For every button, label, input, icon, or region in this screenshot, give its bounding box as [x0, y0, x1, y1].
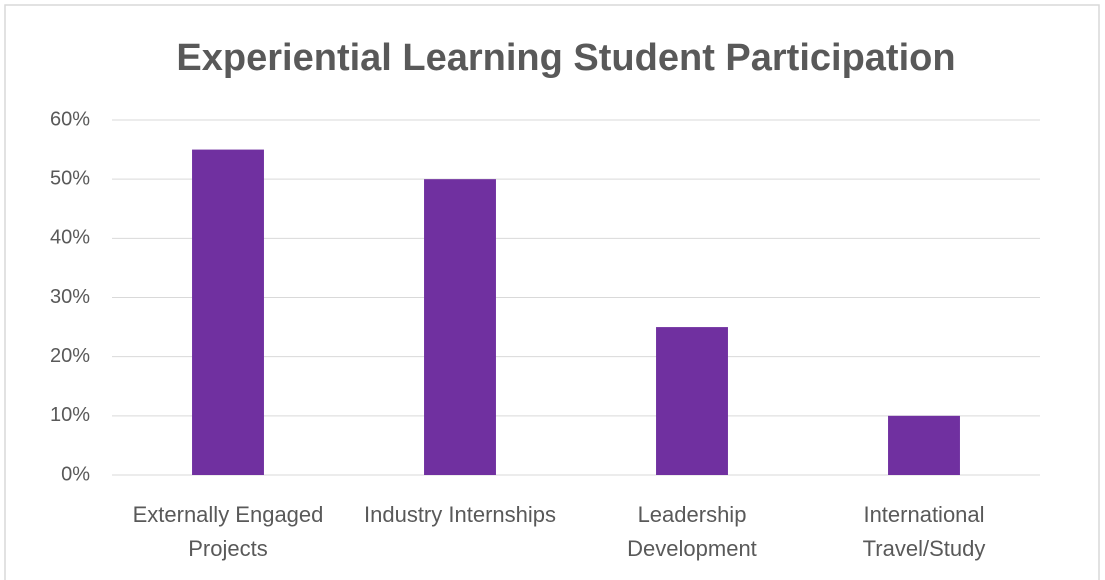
bar — [656, 327, 728, 475]
y-tick-label: 10% — [50, 404, 90, 426]
y-tick-label: 60% — [50, 108, 90, 130]
y-tick-label: 20% — [50, 345, 90, 367]
x-tick-label: International Travel/Study — [862, 502, 986, 561]
x-tick-label: Leadership Development — [627, 502, 757, 561]
y-tick-label: 40% — [50, 227, 90, 249]
y-tick-label: 30% — [50, 286, 90, 308]
chart-title: Experiential Learning Student Participat… — [176, 37, 955, 79]
y-tick-label: 0% — [61, 463, 90, 485]
bar — [888, 415, 960, 475]
bar — [192, 149, 264, 476]
x-tick-label: Industry Internships — [364, 502, 556, 527]
bar — [424, 179, 496, 475]
y-tick-label: 50% — [50, 167, 90, 189]
chart-frame — [4, 4, 1100, 580]
x-tick-label: Externally Engaged Projects — [132, 502, 324, 561]
